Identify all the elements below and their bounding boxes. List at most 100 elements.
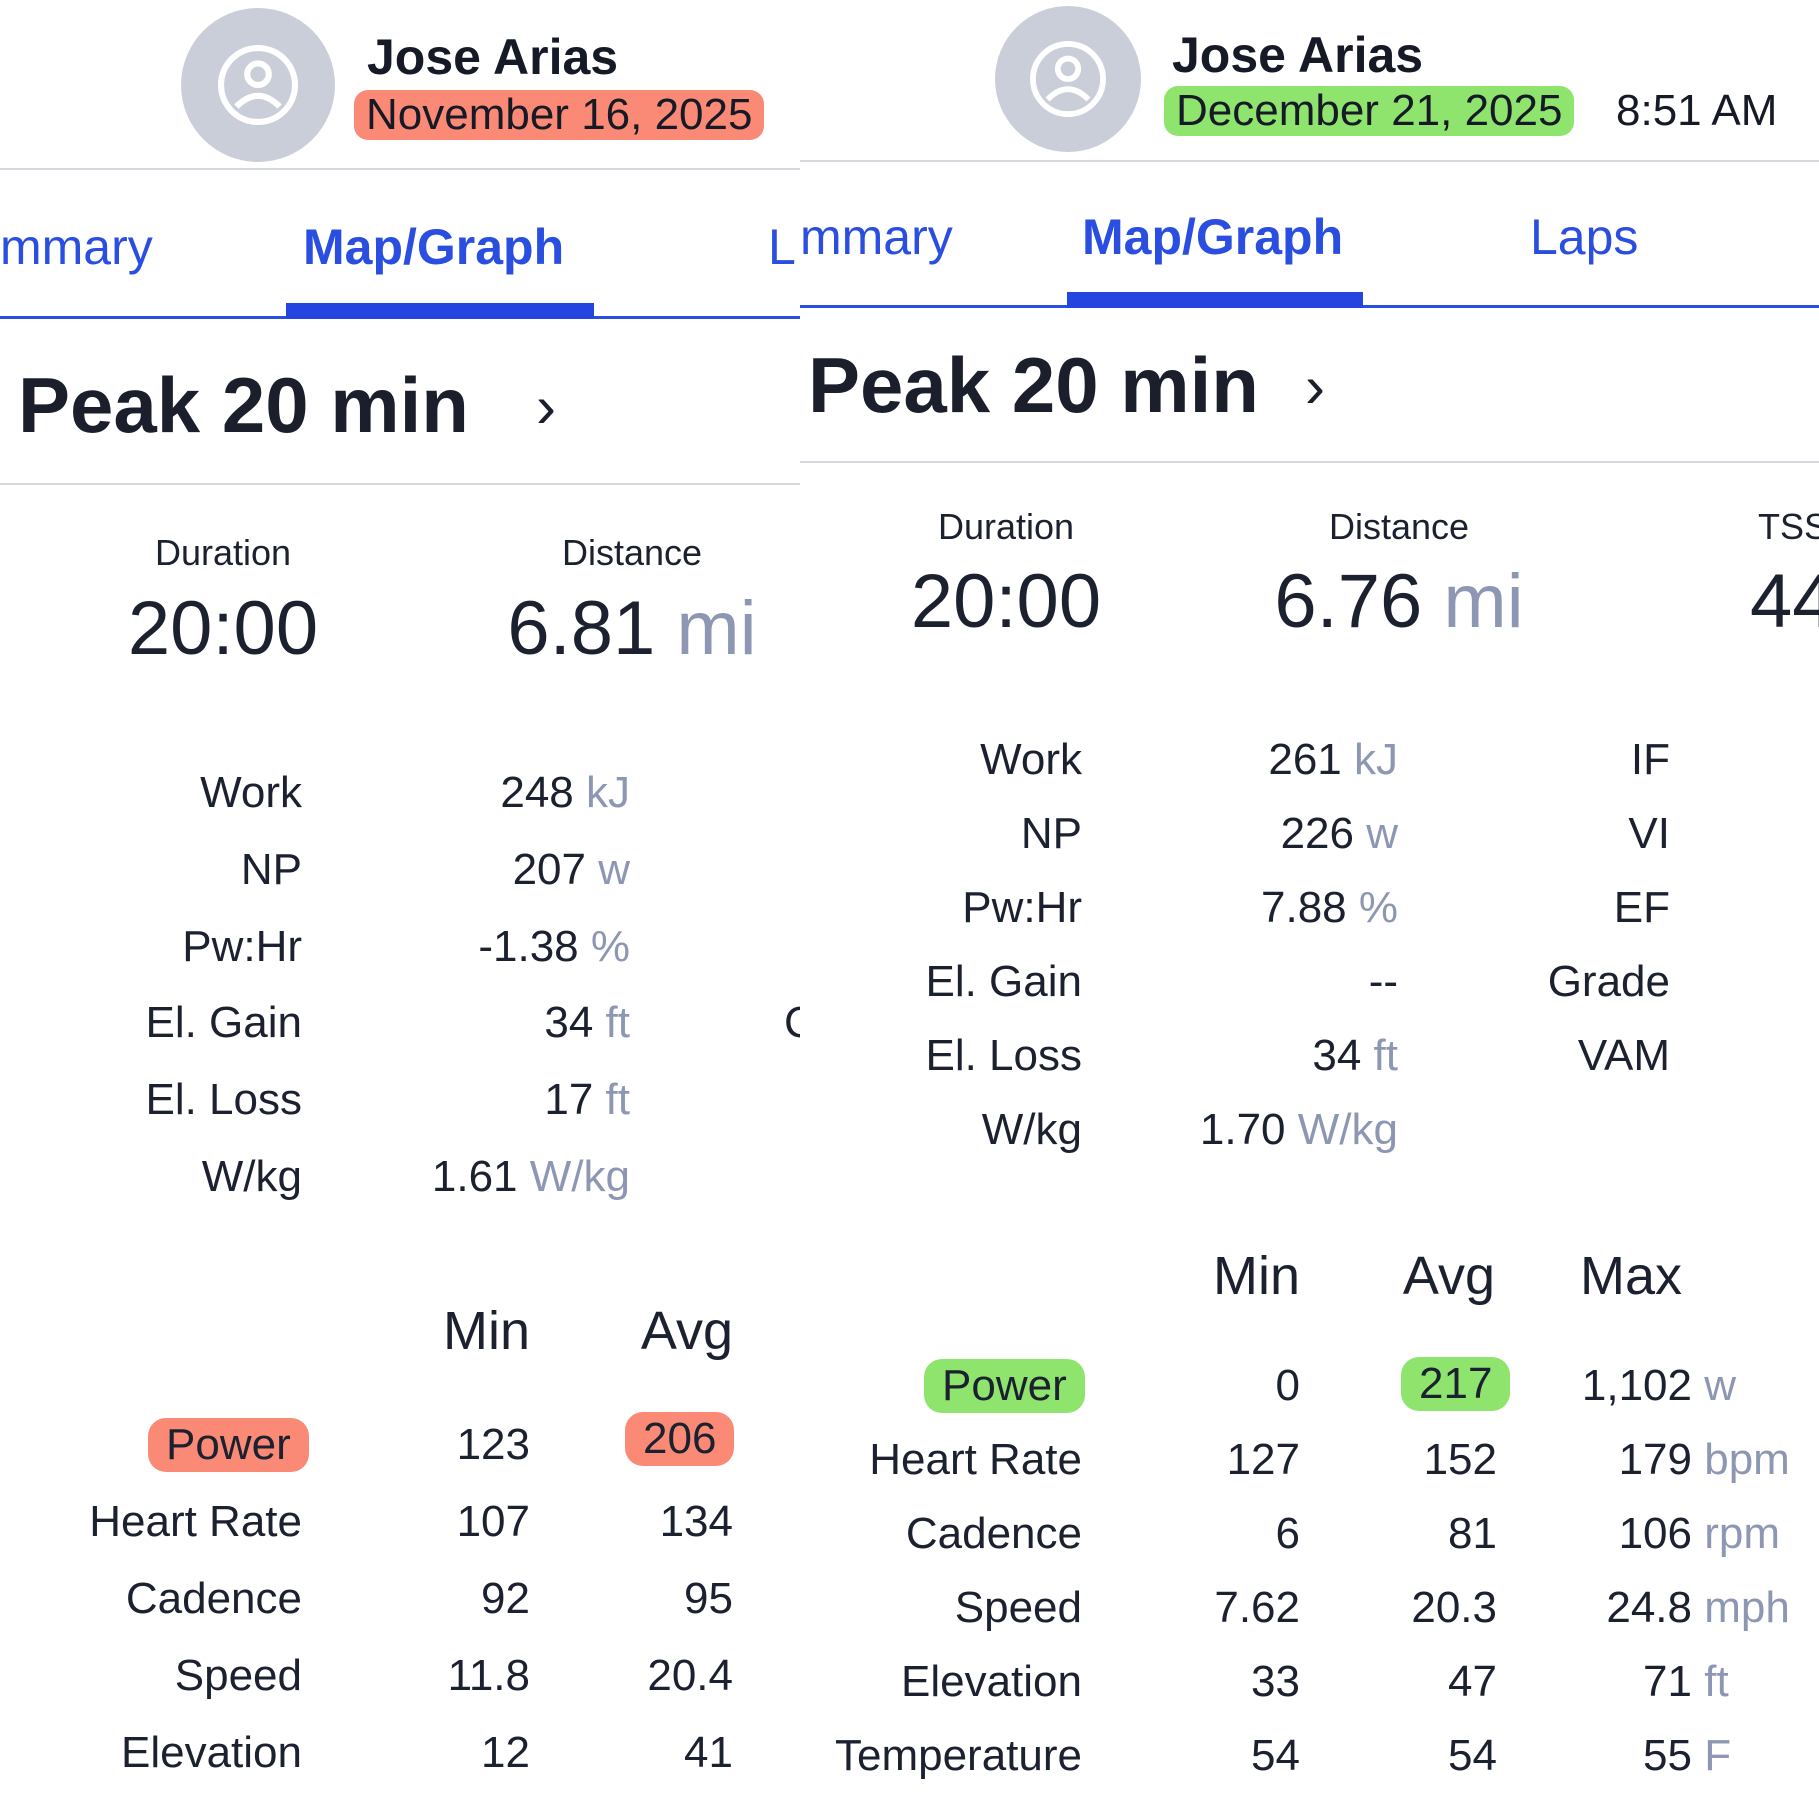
column-header-max: Max [1580, 1246, 1683, 1306]
cell-max-unit: w [1704, 1361, 1737, 1410]
avatar[interactable] [995, 6, 1141, 152]
cell-min: 92 [481, 1574, 530, 1623]
tab-laps[interactable]: Laps [1530, 209, 1639, 265]
metric-unit: w [598, 845, 630, 894]
metric-label: Pw:Hr [962, 883, 1082, 932]
tab-laps[interactable]: L [768, 219, 796, 275]
cell-min: 12 [481, 1728, 530, 1777]
cell-min: 7.62 [1214, 1583, 1300, 1632]
metric-label-2: IF [1630, 735, 1670, 784]
cell-avg: 134 [659, 1497, 733, 1546]
cell-max-number: 1,102 [1581, 1361, 1692, 1410]
cell-max: 55 F [1500, 1731, 1819, 1781]
metric-value: 34 ft [380, 998, 630, 1048]
cell-max: 106 rpm [1500, 1509, 1819, 1559]
row-label: Elevation [900, 1657, 1082, 1706]
distance-unit: mi [676, 586, 757, 671]
active-tab-indicator [1067, 292, 1363, 308]
cell-min: 11.8 [447, 1651, 530, 1700]
tab-map-graph[interactable]: Map/Graph [303, 219, 565, 275]
metric-value: 7.88 % [1100, 883, 1398, 933]
cell-max: 1,102 w [1500, 1361, 1819, 1411]
activity-time: 8:51 AM [1616, 86, 1778, 135]
metric-value: 261 kJ [1100, 735, 1398, 785]
row-label: Heart Rate [869, 1435, 1082, 1484]
cell-max-number: 106 [1618, 1509, 1692, 1558]
cell-max-unit: rpm [1704, 1509, 1781, 1558]
tab-summary[interactable]: mmary [0, 219, 153, 275]
metric-unit: kJ [586, 768, 630, 817]
metric-number: 1.61 [431, 1152, 518, 1201]
duration-label: Duration [154, 532, 292, 573]
row-label: Heart Rate [89, 1497, 302, 1546]
section-title[interactable]: Peak 20 min [808, 341, 1259, 429]
metric-number: 261 [1268, 735, 1342, 784]
right-screenshot: Jose Arias December 21, 2025 8:51 AM mma… [800, 0, 1819, 1819]
metric-value: 17 ft [380, 1075, 630, 1125]
cell-avg: 81 [1448, 1509, 1497, 1558]
distance-unit: mi [1443, 559, 1524, 644]
cell-max-unit: F [1704, 1731, 1732, 1780]
cell-max-number: 179 [1618, 1435, 1692, 1484]
metric-value: 226 w [1100, 809, 1398, 859]
metric-unit: % [590, 922, 630, 971]
metric-label: Pw:Hr [182, 922, 302, 971]
cell-max: 71 ft [1500, 1657, 1819, 1707]
metric-label-2: VI [1628, 809, 1670, 858]
metric-number: 207 [512, 845, 586, 894]
metric-value: 34 ft [1100, 1031, 1398, 1081]
tab-map-graph[interactable]: Map/Graph [1082, 209, 1344, 265]
metric-unit: W/kg [529, 1152, 630, 1201]
cell-avg: 20.3 [1411, 1583, 1497, 1632]
section-divider [0, 483, 800, 485]
metric-number: 1.70 [1199, 1105, 1286, 1154]
metric-label-2: Grade [1547, 957, 1670, 1006]
distance-label: Distance [1328, 506, 1470, 547]
metric-number: -1.38 [478, 922, 579, 971]
metric-value: -1.38 % [380, 922, 630, 972]
column-header-avg: Avg [1402, 1246, 1495, 1306]
chevron-right-icon[interactable]: › [1305, 353, 1325, 420]
cell-max-unit: ft [1704, 1657, 1729, 1706]
cell-avg: 47 [1448, 1657, 1497, 1706]
user-name: Jose Arias [1172, 27, 1424, 83]
metric-number: 17 [544, 1075, 594, 1124]
header-divider [800, 160, 1819, 162]
distance-number: 6.81 [507, 586, 656, 671]
metric-value: 248 kJ [380, 768, 630, 818]
active-tab-indicator [286, 303, 594, 319]
metric-unit: W/kg [1297, 1105, 1398, 1154]
row-label: Speed [174, 1651, 302, 1700]
column-header-min: Min [1212, 1246, 1300, 1306]
tab-summary[interactable]: mmary [800, 209, 953, 265]
cell-avg-highlighted: 217 [1401, 1357, 1511, 1411]
cell-min: 6 [1275, 1509, 1300, 1558]
chevron-right-icon[interactable]: › [536, 373, 556, 440]
cell-avg: 41 [684, 1728, 733, 1777]
distance-label: Distance [561, 532, 703, 573]
user-avatar-icon [1030, 41, 1106, 117]
section-title[interactable]: Peak 20 min [18, 361, 469, 449]
metric-label: W/kg [201, 1152, 302, 1201]
metric-label: El. Gain [925, 957, 1082, 1006]
distance-number: 6.76 [1274, 559, 1423, 644]
metric-label-2: EF [1613, 883, 1670, 932]
cell-min: 0 [1275, 1361, 1300, 1410]
cell-min: 127 [1226, 1435, 1300, 1484]
duration-label: Duration [937, 506, 1075, 547]
cell-max: 24.8 mph [1500, 1583, 1819, 1633]
metric-unit: kJ [1354, 735, 1398, 784]
cell-avg-highlighted: 206 [625, 1412, 735, 1466]
avatar[interactable] [181, 8, 335, 162]
metric-label: El. Gain [145, 998, 302, 1047]
metric-label: NP [240, 845, 302, 894]
duration-value: 20:00 [910, 559, 1102, 644]
cell-avg: 152 [1423, 1435, 1497, 1484]
metric-unit: % [1358, 883, 1398, 932]
metric-value: 207 w [380, 845, 630, 895]
distance-value: 6.76 mi [1249, 558, 1549, 645]
cell-avg: 54 [1448, 1731, 1497, 1780]
distance-value: 6.81 mi [482, 585, 782, 672]
metric-unit: ft [605, 1075, 630, 1124]
metric-unit: ft [1373, 1031, 1398, 1080]
